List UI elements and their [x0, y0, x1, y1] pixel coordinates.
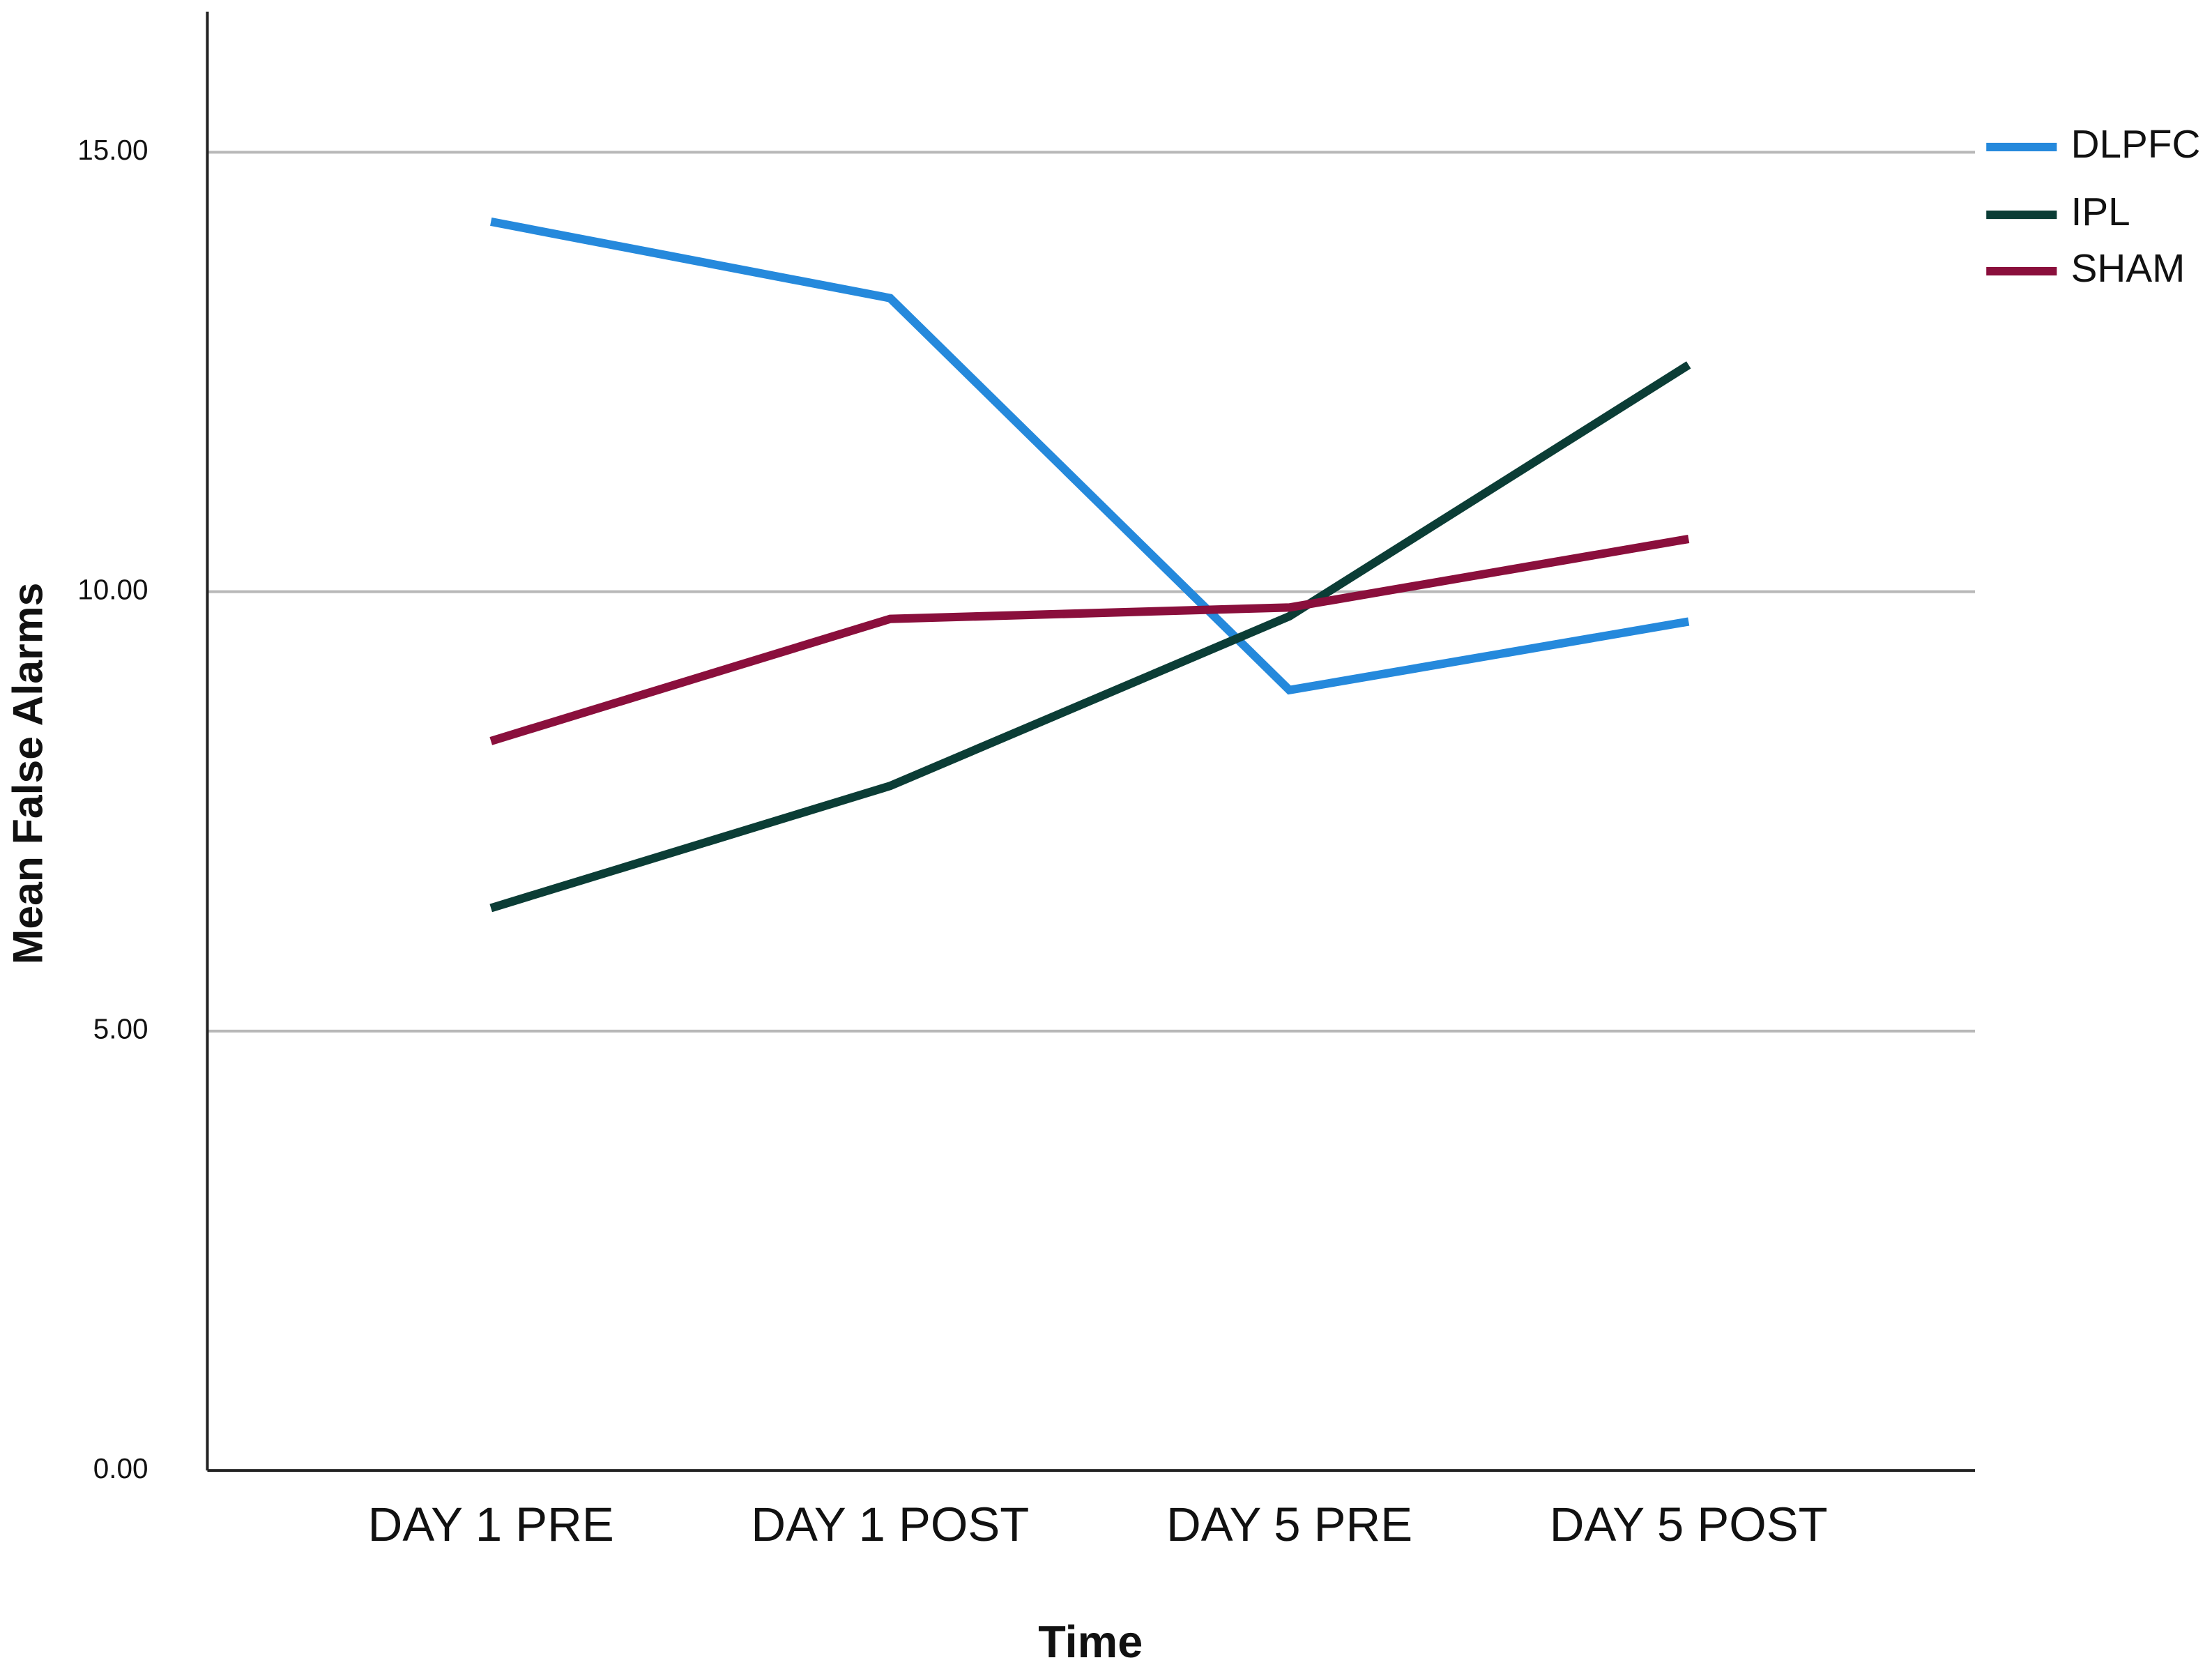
- series-line: [489, 535, 1690, 745]
- x-tick-label: DAY 5 POST: [1550, 1498, 1828, 1551]
- y-axis-title: Mean False Alarms: [4, 583, 52, 965]
- legend-label: SHAM: [2071, 247, 2186, 291]
- legend-label: IPL: [2071, 190, 2130, 234]
- x-tick-label: DAY 1 POST: [751, 1498, 1029, 1551]
- y-tick-label: 0.00: [93, 1452, 148, 1484]
- x-axis-title: Time: [1038, 1616, 1143, 1667]
- y-tick-label: 5.00: [93, 1013, 148, 1045]
- series-line: [490, 217, 1690, 695]
- y-tick-label: 10.00: [77, 573, 148, 605]
- series-line: [489, 361, 1691, 913]
- x-tick-label: DAY 5 PRE: [1166, 1498, 1412, 1551]
- legend-label: DLPFC: [2071, 123, 2201, 167]
- x-tick-label: DAY 1 PRE: [368, 1498, 614, 1551]
- y-tick-label: 15.00: [77, 134, 148, 166]
